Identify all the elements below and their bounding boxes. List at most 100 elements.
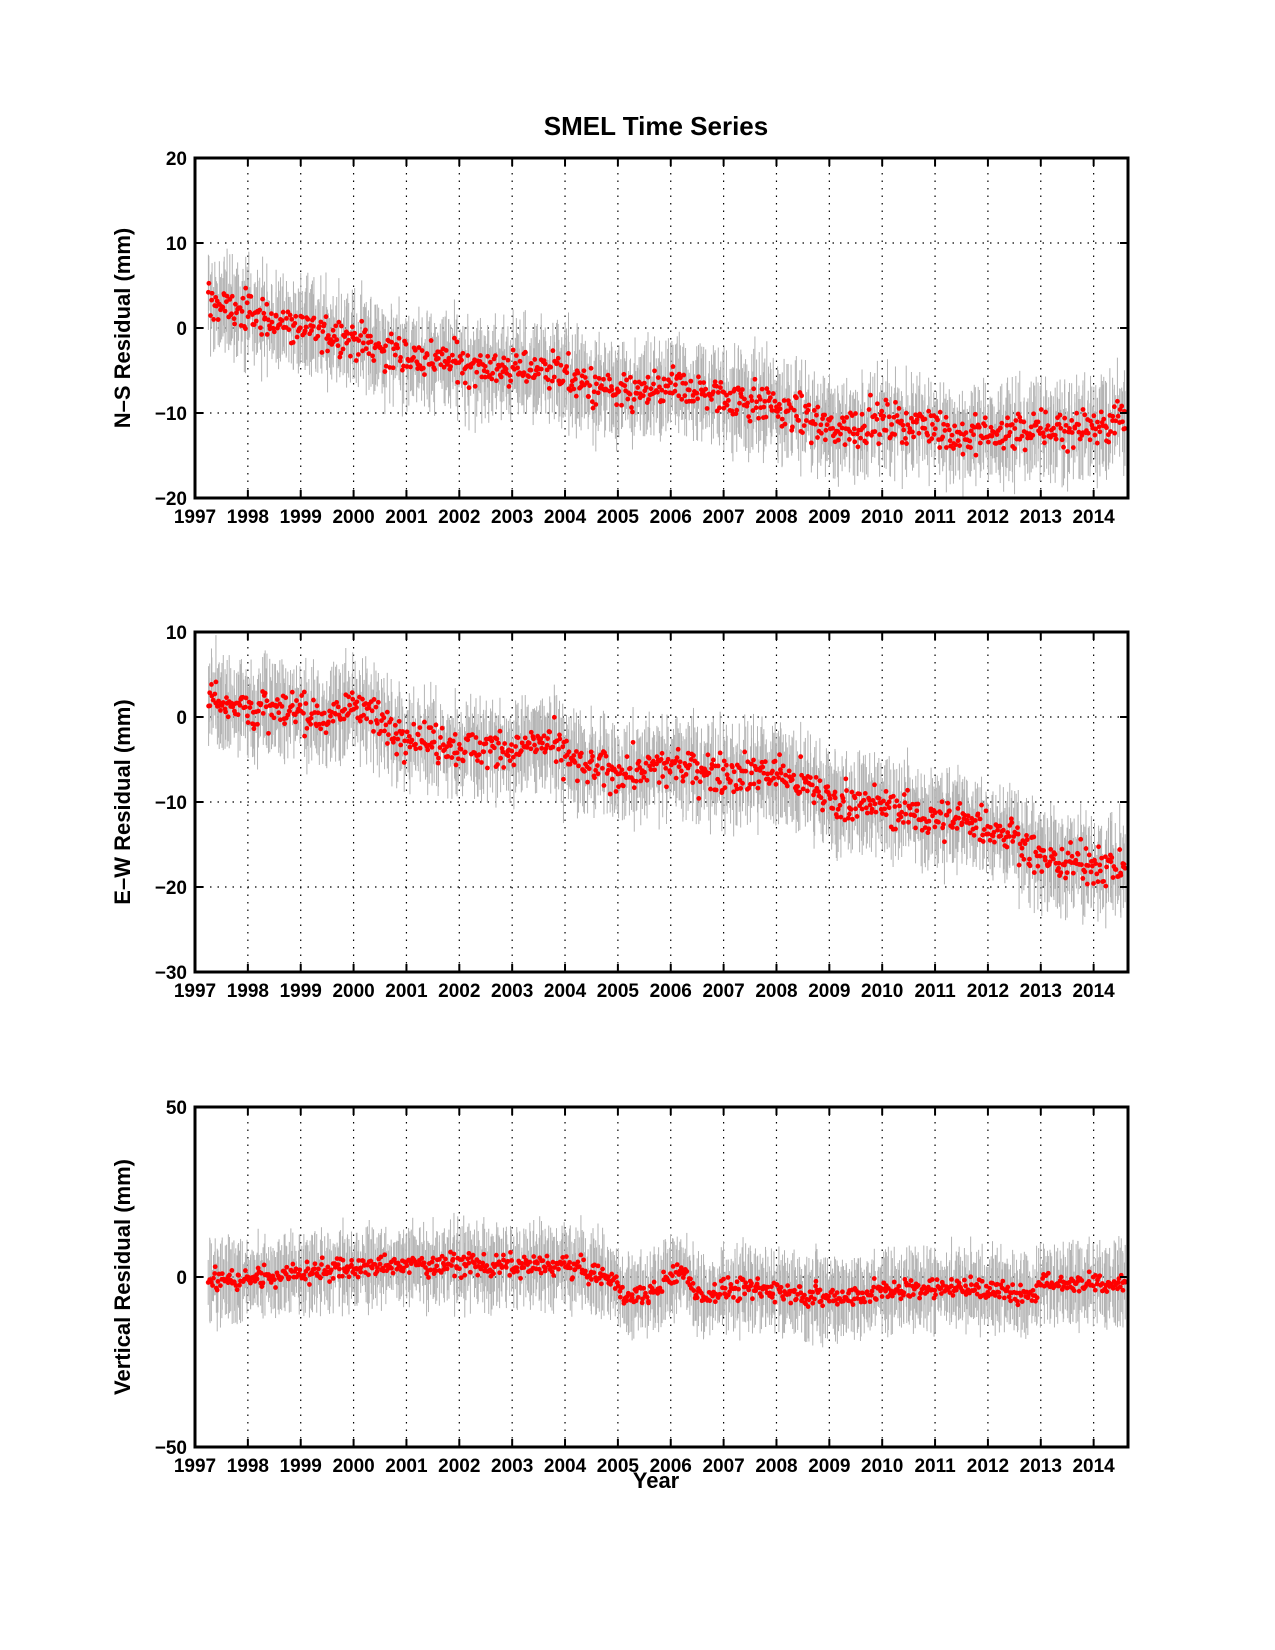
panel-0-data-point (789, 424, 795, 430)
panel-0-data-point (390, 365, 396, 371)
panel-0-data-point (968, 428, 974, 434)
panel-0-data-point (899, 418, 904, 424)
panel-1-data-point (838, 814, 844, 820)
panel-1-data-point (1056, 860, 1062, 866)
panel-1-data-point (845, 815, 851, 821)
panel-0-data-point (1009, 422, 1015, 427)
panel-1-data-point (892, 804, 898, 809)
panel-0-data-point (528, 367, 534, 373)
panel-1-data-point (616, 784, 621, 790)
panel-1-data-point (1031, 870, 1037, 875)
panel-1-data-point (378, 728, 384, 734)
panel-1-data-point (876, 795, 882, 801)
panel-1-data-point (901, 792, 907, 797)
panel-0-data-point (419, 348, 425, 353)
panel-1-data-point (218, 707, 223, 713)
panel-0-data-point (605, 372, 611, 378)
panel-1-data-point (279, 703, 285, 709)
panel-0-data-point (1057, 412, 1063, 418)
panel-0-data-point (750, 408, 756, 413)
panel-1-data-point (623, 771, 629, 777)
panel-1-data-point (560, 744, 566, 750)
panel-1-data-points (206, 679, 1128, 889)
panel-0-data-point (800, 430, 805, 435)
panel-0-data-point (745, 400, 750, 406)
panel-1-data-point (1004, 844, 1010, 850)
panel-1-data-point (566, 749, 572, 755)
panel-0-data-point (968, 445, 973, 450)
panel-0-data-point (460, 370, 465, 376)
panel-1-data-point (720, 766, 726, 772)
panel-1-data-point (1103, 854, 1108, 860)
panel-1-data-point (751, 757, 756, 763)
panel-0-data-point (517, 358, 523, 364)
panel-1-data-point (557, 736, 563, 742)
panel-0-data-point (411, 355, 417, 360)
panel-0-data-point (889, 422, 895, 427)
panel-0-data-point (883, 427, 889, 433)
panel-1-data-point (944, 812, 950, 818)
panel-0-data-point (237, 305, 243, 311)
panel-2-data-point (318, 1275, 323, 1281)
panel-0-data-point (937, 409, 943, 415)
panel-1-data-point (592, 775, 597, 781)
panel-1-data-point (539, 745, 545, 751)
panel-0-data-point (683, 381, 688, 386)
panel-1-data-point (264, 698, 270, 704)
panel-0-data-point (839, 425, 845, 431)
panel-1-data-point (950, 824, 955, 830)
panel-2-data-point (458, 1275, 464, 1281)
panel-0-data-point (1104, 425, 1109, 431)
panel-2-data-point (465, 1256, 471, 1262)
panel-1-data-point (985, 831, 991, 837)
panel-1-data-point (357, 718, 363, 724)
panel-0-data-point (1004, 422, 1010, 428)
panel-0-data-point (682, 393, 688, 399)
panel-0-data-point (815, 404, 821, 410)
panel-1-data-point (818, 795, 824, 801)
panel-0-data-point (366, 351, 372, 357)
panel-0-data-point (273, 313, 279, 319)
panel-0-data-point (1045, 423, 1051, 429)
panel-1-data-point (832, 795, 838, 801)
panel-2-data-point (408, 1261, 414, 1267)
panel-0-data-point (868, 392, 873, 398)
panel-0-y-tick-label: −10 (155, 404, 187, 425)
panel-1-data-point (531, 736, 536, 742)
panel-1-data-point (415, 732, 421, 738)
panel-1-data-point (667, 769, 673, 775)
panel-0-data-point (727, 390, 733, 396)
panel-1-data-point (283, 695, 289, 701)
panel-0-data-point (554, 360, 560, 366)
panel-1-data-point (431, 729, 436, 735)
panel-0-data-point (1110, 413, 1116, 419)
panel-2-data-point (236, 1272, 242, 1278)
panel-1-data-point (679, 768, 684, 774)
panel-0-data-point (264, 301, 270, 307)
panel-0-data-point (740, 387, 745, 392)
panel-0-x-tick-label: 2005 (597, 507, 640, 528)
panel-0-data-point (222, 308, 228, 314)
panel-1-data-point (532, 742, 537, 748)
panel-1-data-point (882, 806, 888, 812)
panel-1-data-point (242, 704, 248, 710)
panel-0-data-point (432, 367, 437, 372)
panel-1-data-point (636, 758, 642, 764)
panel-0-data-point (957, 443, 963, 448)
panel-0-data-point (883, 397, 889, 403)
panel-0-data-point (339, 323, 344, 329)
panel-0-data-point (781, 398, 787, 403)
panel-1-data-point (630, 739, 636, 745)
panel-1-data-point (1052, 851, 1058, 857)
panel-0-data-point (953, 442, 959, 448)
panel-1-data-point (354, 705, 359, 710)
panel-1-data-point (510, 754, 516, 760)
panel-0-data-point (209, 297, 215, 303)
panel-2-data-point (312, 1261, 318, 1267)
panel-1-data-point (507, 758, 513, 764)
panel-1-data-point (1048, 846, 1054, 852)
panel-2-data-point (271, 1277, 277, 1282)
panel-0-data-point (855, 444, 861, 450)
panel-1-data-point (1063, 859, 1069, 865)
panel-0-data-point (340, 346, 346, 352)
